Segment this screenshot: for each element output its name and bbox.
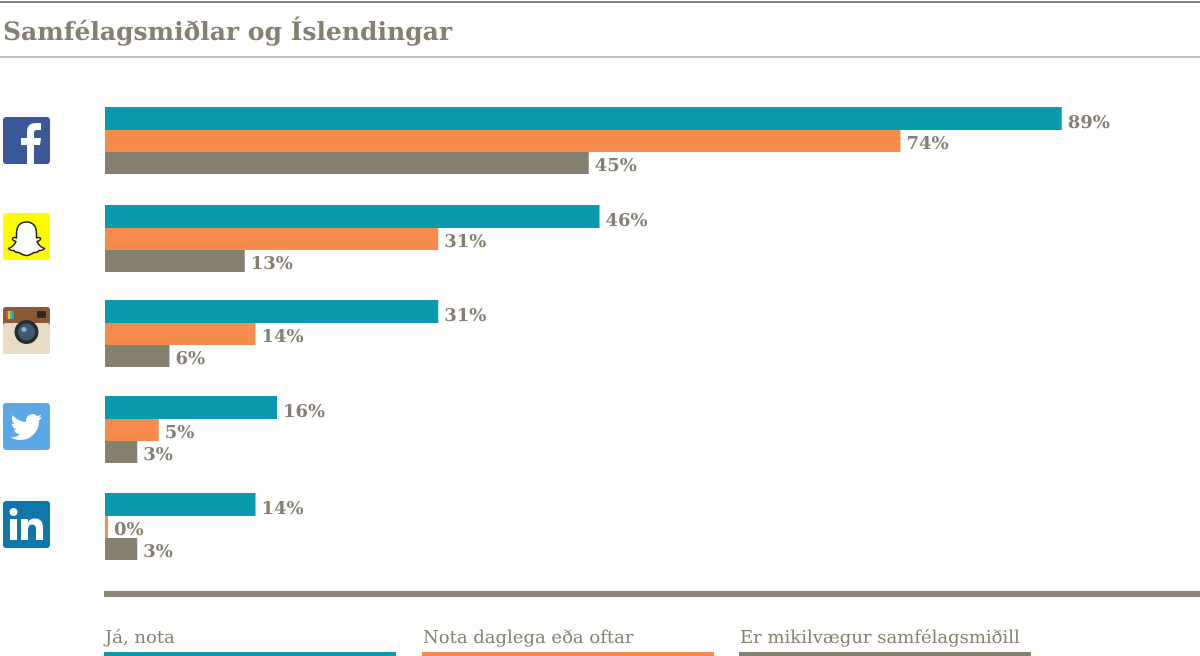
value-label-twitter-series-1: 16% [283, 401, 325, 422]
bars-group [105, 107, 1062, 560]
value-label-linkedin-series-1: 14% [262, 498, 304, 519]
value-label-snapchat-series-2: 31% [444, 231, 486, 252]
linkedin-icon [3, 501, 50, 548]
value-label-instagram-series-1: 31% [444, 305, 486, 326]
value-label-facebook-series-3: 45% [595, 155, 637, 176]
value-label-snapchat-series-1: 46% [606, 210, 648, 231]
bar-linkedin-series-2 [105, 516, 108, 538]
bar-snapchat-series-3 [105, 250, 245, 272]
bar-snapchat-series-1 [105, 205, 600, 228]
legend-label-series-3: Er mikilvægur samfélagsmiðill [740, 627, 1020, 648]
bar-twitter-series-2 [105, 419, 159, 441]
bar-linkedin-series-1 [105, 493, 256, 516]
value-label-facebook-series-2: 74% [907, 133, 949, 154]
value-label-twitter-series-2: 5% [165, 422, 195, 443]
legend-swatch-series-2 [422, 652, 714, 656]
bar-instagram-series-1 [105, 300, 439, 323]
bar-facebook-series-1 [105, 107, 1062, 130]
value-label-snapchat-series-3: 13% [251, 253, 293, 274]
legend-swatch-series-3 [739, 652, 1031, 656]
bar-snapchat-series-2 [105, 228, 439, 250]
value-label-linkedin-series-2: 0% [114, 519, 144, 540]
snapchat-icon [3, 213, 50, 260]
bar-facebook-series-3 [105, 152, 589, 174]
twitter-icon [3, 403, 50, 450]
value-label-linkedin-series-3: 3% [143, 541, 173, 562]
bar-twitter-series-3 [105, 441, 138, 463]
bar-instagram-series-2 [105, 323, 256, 345]
legend: Já, nota Nota daglega eða oftar Er mikilvæ… [103, 627, 1031, 656]
chart-title: Samfélagsmiðlar og Íslendingar [3, 17, 453, 46]
legend-label-series-2: Nota daglega eða oftar [423, 627, 634, 648]
instagram-icon [3, 307, 50, 354]
bar-twitter-series-1 [105, 396, 277, 419]
value-label-instagram-series-3: 6% [176, 348, 206, 369]
bar-linkedin-series-3 [105, 538, 138, 560]
facebook-icon [3, 117, 50, 164]
value-labels-group: 89%74%45%46%31%13%31%14%6%16%5%3%14%0%3% [114, 112, 1110, 562]
value-label-facebook-series-1: 89% [1068, 112, 1110, 133]
value-label-instagram-series-2: 14% [262, 326, 304, 347]
bar-instagram-series-3 [105, 345, 170, 367]
legend-swatch-series-1 [104, 652, 396, 656]
category-icons [3, 117, 50, 548]
bar-facebook-series-2 [105, 130, 901, 152]
value-label-twitter-series-3: 3% [143, 444, 173, 465]
legend-label-series-1: Já, nota [103, 627, 175, 648]
